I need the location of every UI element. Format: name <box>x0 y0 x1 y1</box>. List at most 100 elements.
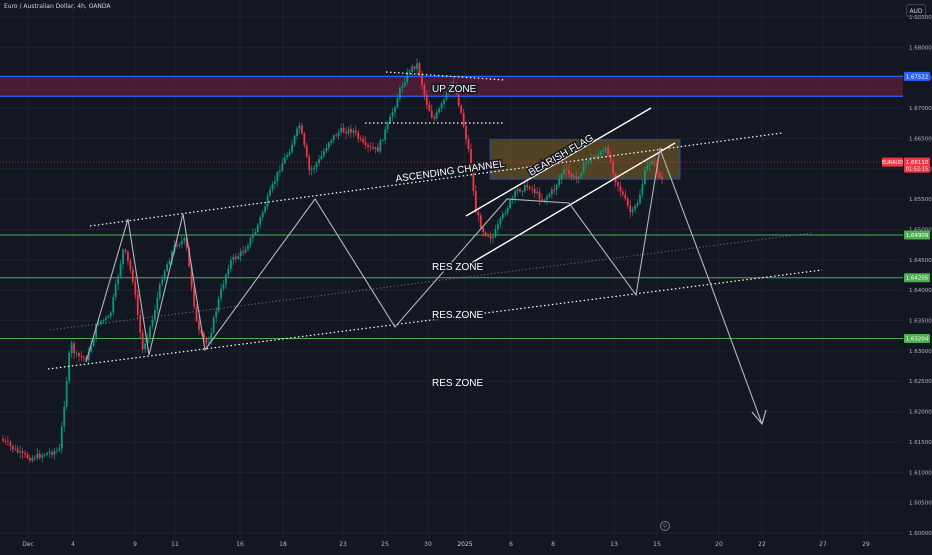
candle-body <box>227 268 230 275</box>
candle-body <box>313 167 316 170</box>
candle-body <box>87 351 90 361</box>
candle-body <box>602 150 605 152</box>
y-tick-label: 1.60000 <box>909 531 932 537</box>
candle-body <box>425 95 428 105</box>
candle-body <box>509 200 512 208</box>
candle-body <box>127 251 129 262</box>
candle-body <box>372 147 374 149</box>
candle-body <box>58 448 61 451</box>
candle-body <box>626 198 629 206</box>
candle-body <box>376 147 379 152</box>
candle-body <box>207 342 210 344</box>
candle-body <box>80 356 83 358</box>
candle-body <box>332 135 335 141</box>
candle-body <box>342 128 345 132</box>
candle-body <box>305 145 308 157</box>
candle-body <box>247 245 249 250</box>
candle-body <box>477 212 480 216</box>
candle-body <box>256 224 259 233</box>
candle-body <box>271 183 274 190</box>
candle-body <box>210 332 213 343</box>
candle-body <box>75 353 78 355</box>
candle-body <box>11 445 14 450</box>
price-tag-blue-top: 1.67522 <box>906 74 929 80</box>
candle-body <box>183 238 186 241</box>
res-zone-label: RES ZONE <box>432 310 483 321</box>
currency-badge[interactable]: AUD <box>906 4 926 17</box>
candle-body <box>497 224 499 230</box>
candle-body <box>237 256 240 259</box>
candle-body <box>215 311 218 318</box>
x-tick-label: 18 <box>279 541 287 548</box>
candle-body <box>212 317 215 333</box>
candle-body <box>65 381 68 407</box>
candle-body <box>472 172 475 191</box>
x-tick-label: 25 <box>381 541 389 548</box>
candle-body <box>413 66 416 69</box>
y-tick-label: 1.66500 <box>909 136 932 142</box>
candle-body <box>109 312 112 317</box>
candle-body <box>176 244 178 246</box>
candle-body <box>644 169 646 185</box>
candle-body <box>195 306 198 321</box>
last-price-tag-bg <box>904 157 930 173</box>
symbol-tag-bg <box>882 157 903 167</box>
candle-body <box>242 251 244 253</box>
candle-body <box>634 205 636 210</box>
x-tick-label: 22 <box>758 541 766 548</box>
candle-body <box>653 160 656 162</box>
candle-body <box>440 103 443 109</box>
candle-body <box>484 232 487 235</box>
candle-body <box>465 126 467 140</box>
price-tag-res-1-bg <box>904 230 930 240</box>
candle-body <box>141 332 144 350</box>
candle-body <box>555 184 558 190</box>
candle-body <box>151 319 154 327</box>
candle-body <box>563 169 565 175</box>
price-tag-res-1: 1.64909 <box>906 233 929 239</box>
last-price-tag: 1.66110 <box>906 160 929 166</box>
candle-body <box>369 146 372 148</box>
candle-body <box>536 191 538 194</box>
candle-body <box>350 128 352 133</box>
countdown-tag: 01:52:15 <box>906 167 928 173</box>
symbol-tag: EURAUD <box>882 160 903 166</box>
symbol-title[interactable]: Euro / Australian Dollar, 4h, OANDA <box>4 3 111 10</box>
x-tick-label: 29 <box>862 541 870 548</box>
projection-arrow-head <box>751 409 767 426</box>
candle-body <box>408 71 411 73</box>
candle-body <box>131 269 134 282</box>
candle-body <box>63 406 66 427</box>
candle-body <box>629 205 632 213</box>
candle-body <box>298 125 301 129</box>
candle-body <box>516 189 519 192</box>
candle-body <box>234 256 237 259</box>
channel-upper-dotted-line <box>89 132 783 227</box>
candle-body <box>597 154 600 158</box>
candle-body <box>53 451 56 455</box>
y-tick-label: 1.61000 <box>909 470 932 476</box>
candle-body <box>100 320 102 324</box>
candle-body <box>9 442 12 446</box>
candle-body <box>198 320 200 330</box>
candle-body <box>607 148 610 156</box>
candle-body <box>394 107 396 113</box>
candle-body <box>487 234 489 237</box>
candle-body <box>384 129 387 141</box>
tradingview-logo-icon[interactable]: ⚲ <box>660 521 670 531</box>
candle-body <box>492 236 494 239</box>
candle-body <box>570 173 573 178</box>
candle-body <box>661 177 663 180</box>
candle-body <box>78 353 80 357</box>
candle-body <box>448 86 450 93</box>
x-tick-label: 8 <box>551 541 555 548</box>
candle-body <box>577 177 580 179</box>
candle-body <box>352 130 355 133</box>
candle-body <box>362 138 365 143</box>
candle-body <box>621 191 624 195</box>
candle-body <box>443 99 445 104</box>
y-tick-label: 1.68500 <box>909 15 932 21</box>
res-zone-label: RES ZONE <box>432 262 483 273</box>
